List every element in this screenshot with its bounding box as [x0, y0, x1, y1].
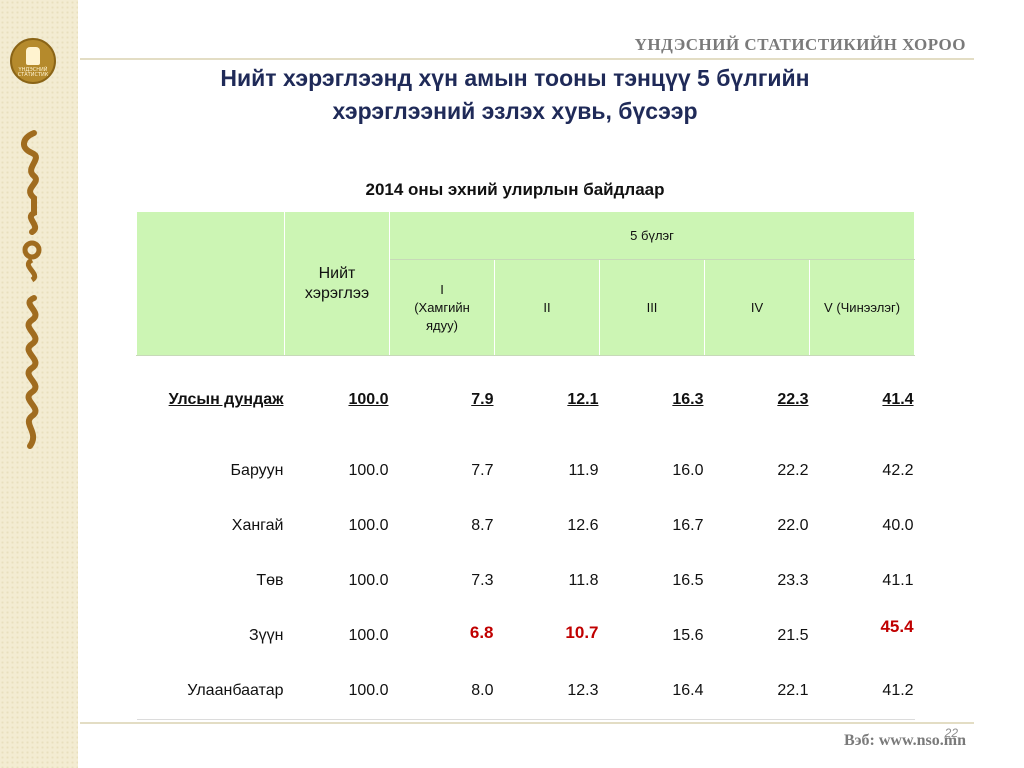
quintile-3-header: III	[599, 259, 705, 356]
total-value: 100.0	[348, 572, 389, 589]
quintile-1-header: I (Хамгийн ядуу)	[389, 259, 495, 356]
website-link[interactable]: Вэб: www.nso.mn	[843, 732, 966, 749]
q4-value: 21.5	[777, 627, 809, 644]
q5-value: 41.4	[882, 390, 914, 408]
page-subtitle: 2014 оны эхний улирлын байдлаар	[365, 180, 665, 199]
q3-value: 16.4	[599, 663, 705, 720]
region-name: Улаанбаатар	[136, 663, 285, 720]
table-row: Зүүн 100.0 6.8 10.7 15.6 21.5 45.4	[137, 609, 915, 664]
soyombo-icon	[26, 47, 40, 65]
q2-value: 11.8	[568, 572, 599, 589]
q4-value: 22.2	[777, 462, 809, 479]
q1-value: 7.7	[471, 462, 494, 479]
quintile-group-header: 5 бүлэг	[388, 211, 916, 260]
table-row: Баруун 100.0 7.7 11.9 16.0 22.2 42.2	[137, 444, 915, 499]
q3-value: 16.0	[672, 462, 704, 479]
nso-logo-icon: ҮНДЭСНИЙ СТАТИСТИК	[10, 38, 56, 84]
region-name: Баруун	[230, 462, 284, 479]
total-value: 100.0	[348, 462, 389, 479]
q2-value: 12.6	[567, 517, 599, 534]
q2-value-highlight: 10.7	[565, 623, 599, 642]
q3-value: 16.3	[672, 390, 704, 408]
q5-value: 41.2	[809, 663, 915, 720]
region-name: Зүүн	[249, 627, 284, 644]
total-value: 100.0	[348, 627, 389, 644]
quintile-2-header: II	[494, 259, 600, 356]
q1-value: 7.9	[471, 390, 494, 408]
table-row: Төв 100.0 7.3 11.8 16.5 23.3 41.1	[137, 554, 915, 609]
q2-value: 12.1	[567, 390, 599, 408]
total-value: 100.0	[348, 517, 389, 534]
q1-value: 7.3	[471, 572, 494, 589]
q5-value: 41.1	[882, 572, 914, 589]
table-row-national-average: Улсын дундаж 100.0 7.9 12.1 16.3 22.3 41…	[137, 356, 915, 444]
consumption-share-table: Нийт хэрэглээ 5 бүлэг I (Хамгийн ядуу) I…	[136, 211, 916, 720]
page-number: 22	[944, 726, 958, 740]
q5-value-highlight: 45.4	[880, 617, 914, 636]
title-line-1: Нийт хэрэглээнд хүн амын тооны тэнцүү 5 …	[220, 65, 810, 91]
q1-value-highlight: 6.8	[469, 623, 494, 642]
q3-value: 16.7	[672, 517, 704, 534]
region-name: Хангай	[231, 517, 284, 534]
q3-value: 15.6	[672, 627, 704, 644]
organization-name: ҮНДЭСНИЙ СТАТИСТИКИЙН ХОРОО	[634, 35, 966, 54]
q1-value: 8.0	[389, 663, 495, 720]
region-name: Улсын дундаж	[168, 390, 284, 408]
table-row: Улаанбаатар 100.0 8.0 12.3 16.4 22.1 41.…	[136, 663, 915, 720]
q2-value: 11.9	[568, 462, 599, 479]
header-divider	[80, 58, 974, 60]
total-value: 100.0	[284, 663, 390, 720]
q3-value: 16.5	[672, 572, 704, 589]
mongolian-script-icon	[21, 130, 42, 449]
q4-value: 23.3	[777, 572, 809, 589]
page-title: Нийт хэрэглээнд хүн амын тооны тэнцүү 5 …	[100, 62, 930, 128]
quintile-5-header: V (Чинээлэг)	[808, 259, 916, 356]
logo-text: ҮНДЭСНИЙ СТАТИСТИК	[17, 67, 49, 78]
total-consumption-header: Нийт хэрэглээ	[284, 211, 390, 356]
title-line-2: хэрэглээний эзлэх хувь, бүсээр	[332, 98, 698, 124]
q5-value: 40.0	[882, 517, 914, 534]
footer-divider	[80, 722, 974, 724]
q4-value: 22.1	[704, 663, 810, 720]
region-name: Төв	[256, 572, 284, 589]
decorative-sidebar: ҮНДЭСНИЙ СТАТИСТИК	[0, 0, 78, 768]
q5-value: 42.2	[882, 462, 914, 479]
q1-value: 8.7	[471, 517, 494, 534]
q4-value: 22.3	[777, 390, 809, 408]
q4-value: 22.0	[777, 517, 809, 534]
table-row: Хангай 100.0 8.7 12.6 16.7 22.0 40.0	[137, 499, 915, 554]
region-header-cell	[136, 211, 285, 356]
q2-value: 12.3	[494, 663, 600, 720]
total-value: 100.0	[348, 390, 389, 408]
quintile-4-header: IV	[704, 259, 810, 356]
